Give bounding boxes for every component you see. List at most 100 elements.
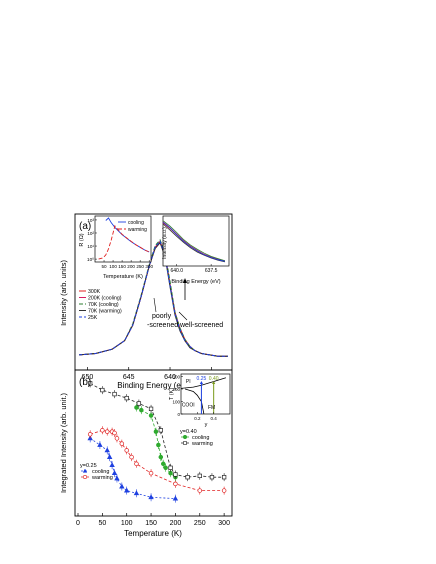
phase-boundary-0 — [180, 377, 227, 389]
data-point — [163, 465, 168, 471]
y-tick-label: 10³ — [87, 218, 94, 223]
x-tick-label: 150 — [145, 520, 157, 527]
x-tick-label: 300 — [145, 264, 153, 269]
phase-region-label: PI — [186, 379, 191, 385]
data-point — [104, 447, 110, 453]
y-tick-label: 10⁰ — [87, 257, 94, 262]
panel-b-label: (b) — [79, 377, 91, 388]
data-point — [209, 475, 215, 480]
inset-zoom-xlabel: Binding Energy (eV) — [171, 279, 220, 285]
inset-phase-ylabel: T (K) — [169, 388, 175, 400]
legend-marker — [183, 441, 187, 445]
panel-a-xlabel: Binding Energy (eV) — [117, 381, 189, 390]
legend-group-title: y=0.40 — [180, 429, 197, 435]
data-point — [100, 428, 105, 433]
x-tick-label: 200 — [127, 264, 135, 269]
data-point — [129, 454, 134, 460]
panel-a-spectra — [79, 238, 228, 357]
doping-label: 0.25 — [197, 376, 207, 382]
legend-label: cooling — [92, 469, 109, 475]
x-tick-label: 640 — [164, 374, 176, 381]
y-tick-label: 10¹ — [87, 244, 94, 249]
panel-b: 0 50 100 150 200 250 300 (b) Temperature (K) I… — [59, 369, 233, 538]
inset-phase: 0.25 0.40 PI COOI FM 0 100 200 300 0.2 0.4 — [172, 374, 227, 421]
data-point — [173, 472, 178, 477]
series-line-1 — [90, 429, 225, 491]
legend-label: warming — [91, 475, 113, 481]
legend-marker — [83, 474, 88, 479]
zoom-line-4 — [162, 221, 225, 262]
series-line-2 — [136, 407, 176, 478]
data-point — [148, 494, 154, 500]
spectrum-line-4 — [79, 240, 228, 357]
doping-arrow-head — [199, 381, 204, 384]
data-point — [134, 461, 139, 467]
inset-phase-xlabel: y — [205, 422, 208, 428]
data-point — [119, 483, 125, 489]
x-tick-label: 100 — [109, 264, 117, 269]
legend-label: 300K — [88, 289, 101, 295]
data-point — [112, 430, 117, 436]
annotation-poorly-arrow — [153, 297, 157, 313]
inset-legend-label: cooling — [128, 220, 144, 226]
legend-label: 70K (cooling) — [88, 302, 119, 308]
x-tick-label: 637.5 — [205, 268, 218, 274]
x-tick-label: 650 — [82, 374, 94, 381]
data-point — [97, 441, 103, 447]
data-point — [106, 454, 113, 459]
data-point — [168, 465, 173, 470]
inset-resistivity-xlabel: Temperature (K) — [103, 274, 143, 280]
x-tick-label: 50 — [98, 520, 106, 527]
inset-zoom-frame — [162, 215, 230, 267]
zoom-line-2 — [162, 220, 226, 262]
y-tick-label: 0 — [177, 412, 180, 417]
y-tick-label: 200 — [172, 387, 180, 392]
legend-group-title: y=0.25 — [80, 463, 97, 469]
phase-boundary-1 — [184, 388, 205, 415]
data-point — [160, 461, 166, 467]
panel-b-xlabel: Temperature (K) — [124, 529, 182, 538]
data-point — [158, 454, 164, 460]
zoom-line-3 — [162, 223, 225, 263]
annotation-poorly-screened-2: -screened — [147, 322, 178, 329]
legend-marker — [82, 468, 88, 473]
data-point — [124, 487, 130, 493]
data-point — [158, 428, 163, 433]
x-tick-label: 0.2 — [194, 416, 201, 421]
data-point — [153, 429, 159, 434]
panel-b-x-ticks: 0 50 100 150 200 250 300 — [76, 513, 230, 527]
data-point — [185, 475, 190, 480]
legend-label: 25K — [88, 315, 98, 321]
panel-b-ylabel: Integrated Intensity (arb. unit.) — [59, 392, 68, 493]
data-point — [168, 470, 173, 476]
x-tick-label: 250 — [136, 264, 144, 269]
doping-arrow-head — [212, 381, 216, 384]
data-point — [111, 470, 118, 476]
panel-a-ylabel: Intensity (arb. units) — [59, 260, 68, 326]
panel-a: 650645640635 (a) Binding Energy (eV) Int… — [59, 213, 233, 390]
y-tick-label: 10² — [87, 231, 94, 236]
data-point — [88, 381, 93, 386]
legend-label: 200K (cooling) — [88, 296, 122, 302]
data-point — [221, 488, 227, 493]
data-point — [112, 391, 117, 397]
data-point — [109, 462, 115, 468]
x-tick-label: 300 — [218, 520, 230, 527]
x-tick-label: 645 — [123, 374, 135, 381]
data-point — [114, 475, 120, 481]
y-tick-label: 100 — [172, 399, 180, 404]
panel-a-label: (a) — [79, 221, 91, 232]
annotation-poorly-screened: poorly — [152, 313, 172, 320]
data-point — [87, 432, 93, 437]
phase-region-label: COOI — [182, 403, 195, 409]
y-tick-label: 300 — [172, 374, 180, 379]
data-point — [104, 429, 110, 434]
x-tick-label: 0 — [76, 520, 80, 527]
inset-resistivity-ylabel: R (Ω) — [79, 233, 85, 246]
resistivity-line-1 — [98, 224, 150, 260]
doping-label: 0.40 — [209, 376, 219, 382]
panel-b-series — [87, 379, 227, 503]
inset-resistivity-frame — [94, 215, 152, 263]
